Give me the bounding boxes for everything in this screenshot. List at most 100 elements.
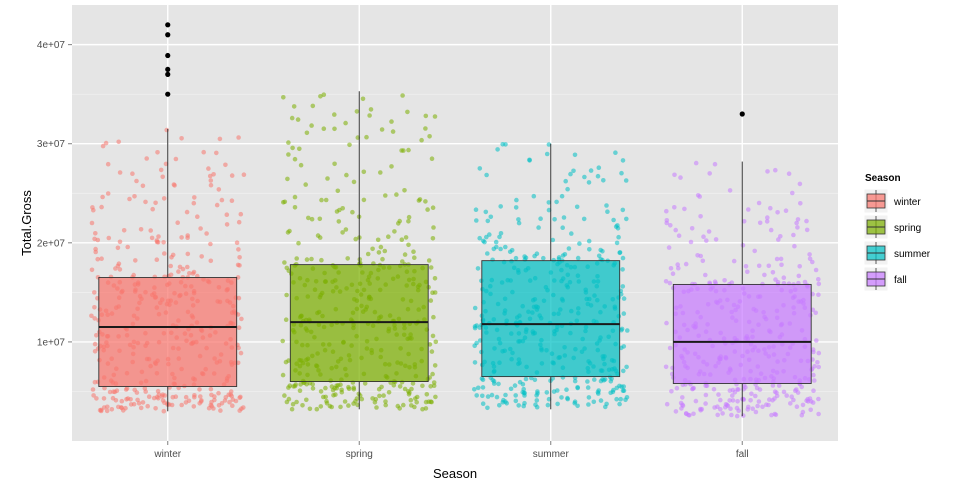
- jitter-point: [723, 404, 728, 410]
- jitter-point: [564, 387, 569, 393]
- jitter-point: [764, 402, 769, 408]
- jitter-point: [800, 409, 806, 415]
- jitter-point: [144, 156, 149, 161]
- jitter-point: [319, 257, 324, 263]
- jitter-point: [675, 262, 680, 267]
- jitter-point: [406, 147, 411, 153]
- jitter-point: [128, 402, 134, 407]
- jitter-point: [568, 171, 573, 177]
- jitter-point: [307, 406, 313, 412]
- jitter-point: [668, 266, 674, 271]
- jitter-point: [489, 392, 495, 398]
- jitter-point: [111, 389, 116, 395]
- jitter-point: [296, 240, 301, 246]
- jitter-point: [815, 360, 820, 365]
- jitter-point: [360, 96, 366, 102]
- jitter-point: [116, 404, 121, 410]
- jitter-point: [603, 404, 608, 410]
- jitter-point: [416, 198, 422, 203]
- jitter-point: [480, 401, 486, 407]
- jitter-point: [93, 231, 98, 236]
- jitter-point: [561, 215, 567, 220]
- jitter-point: [670, 271, 676, 277]
- jitter-point: [711, 386, 717, 392]
- jitter-point: [310, 382, 316, 387]
- jitter-point: [323, 197, 329, 203]
- jitter-point: [344, 172, 349, 178]
- jitter-point: [477, 235, 483, 241]
- jitter-point: [791, 397, 796, 403]
- y-axis-title: Total.Gross: [19, 190, 34, 256]
- jitter-point: [403, 235, 409, 240]
- jitter-point: [504, 401, 510, 406]
- jitter-point: [735, 399, 740, 404]
- jitter-point: [623, 178, 629, 183]
- jitter-point: [498, 246, 503, 252]
- jitter-point: [227, 399, 232, 405]
- jitter-point: [216, 187, 222, 192]
- jitter-point: [513, 398, 519, 404]
- jitter-point: [176, 269, 181, 274]
- jitter-point: [534, 398, 540, 403]
- jitter-point: [300, 403, 305, 408]
- jitter-point: [730, 393, 735, 398]
- jitter-point: [217, 136, 223, 142]
- jitter-point: [527, 157, 532, 163]
- jitter-point: [208, 386, 214, 392]
- jitter-point: [208, 178, 214, 183]
- jitter-point: [92, 305, 97, 310]
- jitter-point: [508, 386, 514, 392]
- legend-label-winter: winter: [893, 197, 921, 208]
- jitter-point: [179, 235, 184, 240]
- jitter-point: [132, 387, 137, 393]
- jitter-point: [381, 393, 386, 398]
- jitter-point: [816, 350, 822, 356]
- jitter-point: [394, 192, 399, 197]
- jitter-point: [199, 254, 204, 259]
- jitter-point: [503, 392, 508, 398]
- jitter-point: [793, 388, 798, 394]
- jitter-point: [749, 391, 754, 397]
- jitter-point: [345, 256, 351, 261]
- jitter-point: [117, 267, 123, 272]
- jitter-point: [727, 188, 733, 193]
- jitter-point: [807, 396, 813, 401]
- jitter-point: [770, 383, 776, 388]
- jitter-point: [406, 242, 411, 248]
- jitter-point: [402, 188, 407, 193]
- jitter-point: [664, 208, 669, 214]
- jitter-point: [353, 236, 359, 242]
- jitter-point: [617, 401, 622, 407]
- jitter-point: [601, 178, 606, 183]
- jitter-point: [90, 387, 96, 392]
- jitter-point: [424, 392, 430, 397]
- jitter-point: [285, 176, 290, 182]
- jitter-point: [768, 227, 774, 233]
- jitter-point: [105, 404, 110, 410]
- jitter-point: [364, 134, 369, 140]
- jitter-point: [794, 404, 800, 410]
- jitter-point: [727, 388, 733, 393]
- jitter-point: [343, 120, 348, 126]
- jitter-point: [179, 136, 184, 141]
- jitter-point: [239, 316, 244, 322]
- jitter-point: [149, 235, 155, 241]
- jitter-point: [386, 234, 391, 239]
- jitter-point: [429, 156, 435, 161]
- jitter-point: [420, 406, 425, 412]
- jitter-point: [791, 232, 796, 238]
- jitter-point: [102, 385, 107, 391]
- jitter-point: [533, 402, 538, 408]
- jitter-point: [117, 170, 123, 175]
- jitter-point: [496, 381, 501, 387]
- jitter-point: [740, 243, 746, 248]
- y-axis-ticks: 1e+07 2e+07 3e+07 4e+07: [37, 40, 72, 348]
- jitter-point: [145, 403, 150, 409]
- jitter-point: [663, 279, 669, 284]
- jitter-point: [214, 202, 220, 208]
- jitter-point: [800, 402, 806, 408]
- jitter-point: [617, 250, 623, 255]
- jitter-point: [432, 114, 438, 119]
- jitter-point: [378, 244, 384, 250]
- jitter-point: [582, 174, 587, 180]
